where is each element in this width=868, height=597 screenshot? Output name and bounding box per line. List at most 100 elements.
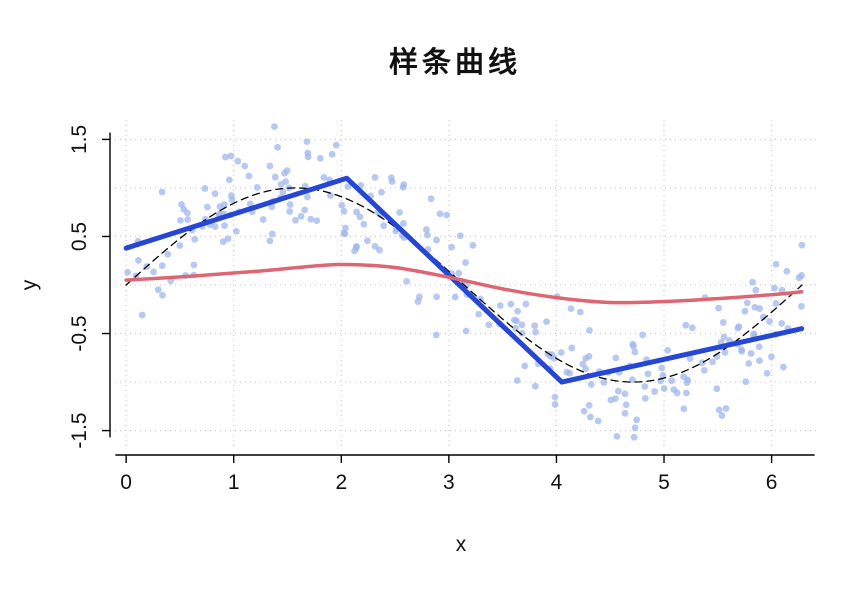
scatter-point <box>756 357 763 365</box>
scatter-point <box>316 154 324 162</box>
scatter-point <box>521 362 529 370</box>
x-tick-label: 4 <box>551 471 563 494</box>
scatter-point <box>721 348 729 356</box>
scatter-point <box>177 216 184 224</box>
scatter-point <box>567 305 575 313</box>
scatter-point <box>551 393 559 401</box>
scatter-point <box>342 224 349 232</box>
scatter-point <box>268 203 276 211</box>
scatter-point <box>585 401 593 409</box>
scatter-point <box>582 354 589 362</box>
scatter-point <box>719 319 727 326</box>
scatter-point <box>768 353 775 361</box>
scatter-point <box>518 329 526 337</box>
over-smoothed-fit <box>124 262 804 305</box>
scatter-point <box>154 286 162 294</box>
scatter-point <box>352 244 360 251</box>
scatter-point <box>600 379 608 386</box>
scatter-point <box>683 379 691 387</box>
scatter-point <box>576 308 584 316</box>
scatter-point <box>297 212 305 220</box>
scatter-point <box>755 343 763 351</box>
scatter-point <box>245 172 253 180</box>
plot-layers: 0 1 2 3 4 5 6 -1.5 -0.5 0.5 1.5 <box>68 120 820 494</box>
scatter-point <box>326 192 334 199</box>
scatter-point <box>400 181 408 189</box>
scatter-point <box>432 331 440 339</box>
scatter-point <box>387 174 395 182</box>
scatter-point <box>433 236 440 244</box>
scatter-point <box>360 220 368 228</box>
scatter-point <box>225 176 233 184</box>
scatter-point <box>485 321 493 329</box>
scatter-point <box>611 395 619 403</box>
scatter-point <box>680 373 688 381</box>
scatter-point <box>742 378 750 386</box>
scatter-point <box>798 272 806 279</box>
scatter-point <box>378 188 385 196</box>
scatter-point <box>138 311 146 319</box>
scatter-point <box>698 359 706 367</box>
scatter-point <box>241 162 249 170</box>
scatter-point <box>621 390 629 398</box>
true-sine-curve <box>125 187 803 383</box>
scatter-point <box>747 350 755 357</box>
scatter-point <box>462 259 469 266</box>
scatter-point <box>271 173 279 181</box>
scatter-point <box>772 300 780 307</box>
scatter-point <box>783 267 791 275</box>
scatter-point <box>512 324 520 332</box>
scatter-point <box>448 243 455 251</box>
scatter-point <box>363 237 371 245</box>
scatter-point <box>613 432 621 440</box>
scatter-point <box>659 371 667 379</box>
x-tick-label: 3 <box>443 471 455 494</box>
scatter-point <box>340 229 348 237</box>
scatter-point <box>451 293 459 301</box>
linear-spline-fit <box>123 175 805 385</box>
scatter-point <box>422 226 430 233</box>
scatter-point <box>700 366 708 374</box>
scatter-point <box>496 302 504 309</box>
y-tick-label: -0.5 <box>68 315 91 351</box>
fitted-curves <box>123 175 805 385</box>
scatter-point <box>763 369 771 377</box>
scatter-point <box>752 286 760 294</box>
scatter-point <box>738 347 746 355</box>
scatter-point <box>201 185 209 192</box>
scatter-point <box>266 162 274 170</box>
scatter-point <box>778 319 786 327</box>
scatter-point <box>475 310 483 318</box>
scatter-point <box>164 250 172 258</box>
scatter-point <box>631 424 639 432</box>
scatter-point <box>614 387 622 395</box>
scatter-point <box>328 150 336 158</box>
scatter-point <box>630 433 638 441</box>
scatter-point <box>266 237 274 245</box>
scatter-point <box>587 381 595 388</box>
scatter-point <box>743 299 751 307</box>
scatter-point <box>340 207 348 215</box>
scatter-point <box>557 349 565 356</box>
scatter-point <box>658 364 666 372</box>
scatter-point <box>150 268 158 276</box>
scatter-point <box>224 235 232 243</box>
x-axis-label: x <box>456 533 467 556</box>
scatter-point <box>735 323 743 330</box>
scatter-point <box>228 196 236 204</box>
scatter-point <box>371 173 379 181</box>
scatter-point <box>766 318 773 325</box>
scatter-point <box>718 412 726 419</box>
scatter-point <box>513 377 521 384</box>
scatter-point <box>749 278 756 286</box>
scatter-point <box>612 354 620 362</box>
scatter-point <box>682 389 690 397</box>
scatter-point <box>771 284 778 292</box>
scatter-point <box>798 241 806 249</box>
scatter-point <box>190 261 198 269</box>
chart-title: 样条曲线 <box>389 45 521 79</box>
scatter-point <box>639 331 646 339</box>
scatter-point <box>759 313 767 321</box>
scatter-point <box>745 360 753 367</box>
